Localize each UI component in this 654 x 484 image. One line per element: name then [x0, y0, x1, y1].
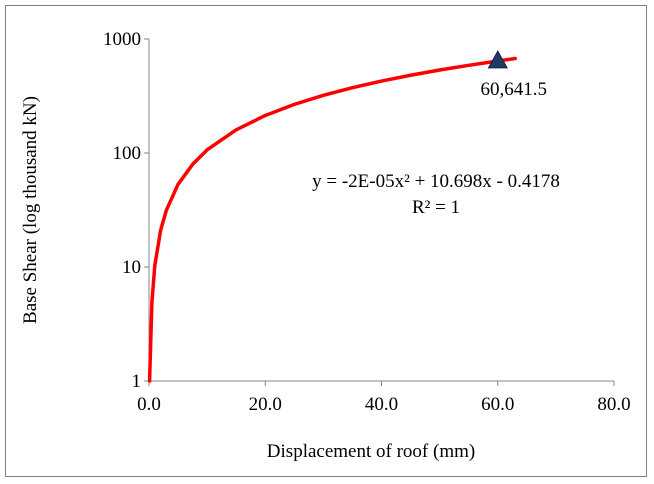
y-tick-label: 1 [132, 371, 142, 392]
x-tick-label: 20.0 [249, 394, 282, 415]
y-tick-label: 1000 [103, 29, 141, 50]
trendline-r-squared: R² = 1 [412, 197, 460, 218]
y-axis-label: Base Shear (log thousand kN) [20, 96, 41, 324]
x-tick-label: 60.0 [481, 394, 514, 415]
series-line [147, 56, 517, 383]
chart-frame: 1 10 100 1000 0.0 20.0 40.0 60.0 80.0 60,641.5 B… [5, 5, 647, 477]
chart-svg: 1 10 100 1000 0.0 20.0 40.0 60.0 80.0 60,641.5 B… [20, 29, 631, 462]
x-tick-label: 80.0 [597, 394, 630, 415]
data-point-triangle [487, 50, 508, 69]
x-tick-label: 0.0 [137, 394, 161, 415]
y-tick-label: 10 [122, 257, 141, 278]
data-label: 60,641.5 [481, 79, 548, 100]
trendline-equation: y = -2E-05x² + 10.698x - 0.4178 [312, 171, 560, 192]
x-axis-label: Displacement of roof (mm) [267, 441, 475, 462]
axes: 1 10 100 1000 0.0 20.0 40.0 60.0 80.0 [103, 29, 631, 415]
x-tick-label: 40.0 [365, 394, 398, 415]
y-tick-label: 100 [113, 143, 142, 164]
chart-marks: 60,641.5 [147, 50, 548, 383]
